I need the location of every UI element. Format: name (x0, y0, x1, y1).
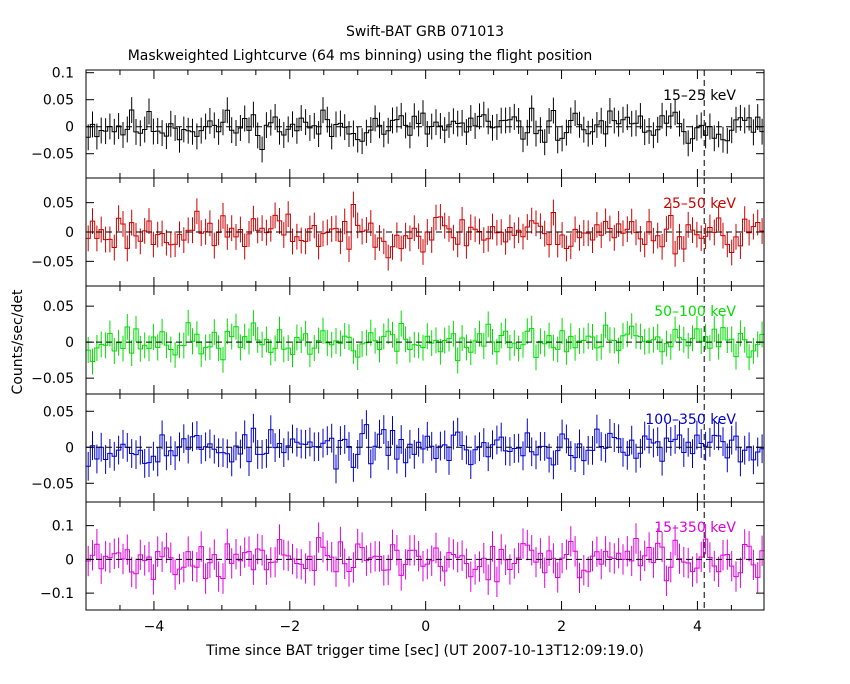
band-label: 50–100 keV (654, 304, 736, 320)
y-tick-label: −0.05 (31, 371, 74, 387)
y-axis-label: Counts/sec/det (10, 289, 26, 394)
y-tick-label: 0 (65, 440, 74, 456)
y-tick-label: 0.1 (52, 66, 74, 82)
y-tick-label: 0.05 (43, 299, 74, 315)
light-curve (86, 410, 765, 484)
y-tick-label: −0.05 (31, 476, 74, 492)
panel-3: 0.05 0 −0.05 50–100 keV (31, 285, 765, 395)
panel-1: 0.1 0.05 0 −0.05 15–25 keV (31, 66, 765, 179)
band-label: 25–50 keV (663, 196, 736, 212)
chart-title: Swift-BAT GRB 071013 (346, 24, 504, 40)
y-tick-label: 0.05 (43, 196, 74, 212)
y-tick-label: 0 (65, 335, 74, 351)
y-tick-label: −0.05 (31, 147, 74, 163)
x-tick-label: 4 (693, 619, 702, 635)
band-label: 15–350 keV (654, 520, 736, 536)
y-tick-label: −0.1 (40, 586, 74, 602)
step-line (86, 322, 765, 363)
x-axis-label: Time since BAT trigger time [sec] (UT 20… (205, 643, 644, 659)
x-tick-label: 2 (557, 619, 566, 635)
light-curve (86, 309, 765, 375)
y-tick-label: 0.1 (52, 519, 74, 535)
step-line (86, 424, 765, 470)
step-line (86, 204, 765, 259)
x-axis: −4 −2 0 2 4 (144, 619, 702, 635)
y-tick-label: 0.05 (43, 404, 74, 420)
band-label: 100–350 keV (645, 412, 736, 428)
x-tick-label: −4 (144, 619, 165, 635)
panel-5: 0.1 0 −0.1 15–350 keV (40, 501, 765, 611)
x-tick-label: 0 (421, 619, 430, 635)
panel-4: 0.05 0 −0.05 100–350 keV (31, 393, 765, 503)
panels-group: 0.1 0.05 0 −0.05 15–25 keV 0.05 0 −0.05 25–50 ke… (31, 66, 765, 635)
panel-frame (85, 501, 765, 611)
light-curve (86, 191, 765, 271)
light-curve (86, 522, 765, 597)
chart-subtitle: Maskweighted Lightcurve (64 ms binning) … (128, 48, 593, 64)
y-tick-label: 0 (65, 552, 74, 568)
light-curve (86, 95, 765, 163)
x-tick-label: −2 (279, 619, 300, 635)
y-tick-label: 0 (65, 225, 74, 241)
panel-2: 0.05 0 −0.05 25–50 keV (31, 177, 765, 287)
y-tick-label: 0 (65, 120, 74, 136)
band-label: 15–25 keV (663, 88, 736, 104)
y-tick-label: 0.05 (43, 93, 74, 109)
step-line (86, 537, 765, 583)
step-line (86, 107, 765, 150)
y-tick-label: −0.05 (31, 254, 74, 270)
